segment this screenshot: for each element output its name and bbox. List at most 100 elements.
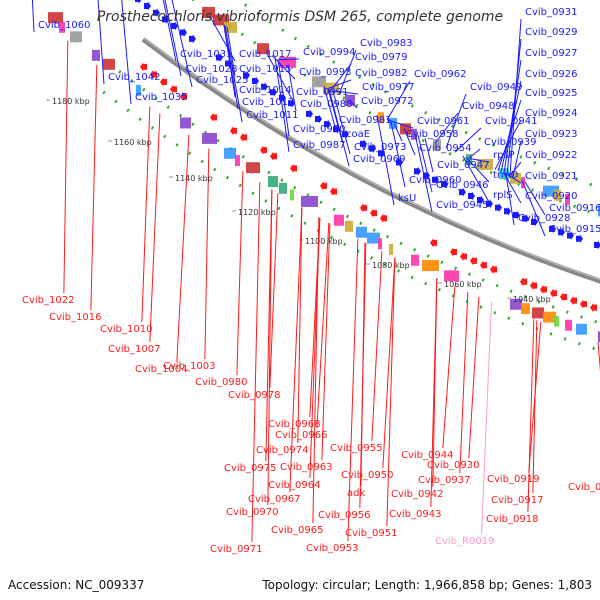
forward-gene-arrow xyxy=(549,224,556,234)
forward-gene-arrow xyxy=(135,0,142,4)
reverse-gene-arrow xyxy=(170,84,177,94)
gene-label-forward: Cvib_0962 xyxy=(414,69,466,80)
reverse-gene-arrow xyxy=(240,132,247,142)
gene-label-reverse: Cvib_0911 xyxy=(568,482,600,493)
gene-leader-line xyxy=(442,286,456,449)
gene-label-forward: Cvib_0954 xyxy=(419,143,471,154)
forward-gene-arrow xyxy=(189,34,196,44)
gene-leader-line xyxy=(162,0,177,62)
label-text-layer: 1180 kbp 1160 kbp 1140 kbp 1120 kbp 1100 kbp… xyxy=(22,7,600,555)
cog-block-reverse xyxy=(279,182,287,194)
gene-label-forward: Cvib_0960 xyxy=(409,175,461,186)
gene-label-forward: Cvib_0982 xyxy=(355,68,407,79)
forward-gene-arrow xyxy=(153,8,160,18)
cog-block-reverse xyxy=(345,220,353,232)
cog-block-reverse xyxy=(59,21,65,33)
cog-block-reverse xyxy=(554,315,559,327)
gene-label-forward: Cvib_1025 xyxy=(196,75,248,86)
gene-leader-line xyxy=(503,173,522,204)
gene-leader-line xyxy=(269,193,279,389)
gene-label-reverse: Cvib_1010 xyxy=(100,324,152,335)
scale-label: 1100 kbp xyxy=(305,237,343,246)
cog-block-reverse xyxy=(301,195,318,207)
gene-leader-line xyxy=(481,302,492,535)
reverse-gene-arrow xyxy=(460,252,467,262)
gene-leader-line xyxy=(386,257,396,527)
gene-label-reverse: Cvib_0978 xyxy=(228,390,280,401)
reverse-gene-arrow xyxy=(520,277,527,287)
cog-block-reverse xyxy=(290,189,294,201)
forward-gene-arrow xyxy=(558,227,565,237)
gene-label-forward: Cvib_1015 xyxy=(239,64,291,75)
forward-gene-arrow xyxy=(144,1,151,11)
gene-leader-line xyxy=(386,119,414,129)
gene-label-forward: Cvib_0994 xyxy=(303,47,355,58)
gene-label-forward: Cvib_0927 xyxy=(525,48,577,59)
cog-block-forward xyxy=(510,172,521,184)
forward-gene-arrow xyxy=(441,179,448,189)
gene-leader-line xyxy=(500,80,522,173)
gene-label-reverse: Cvib_0956 xyxy=(318,510,370,521)
gene-leader-line xyxy=(430,278,438,508)
gene-label-forward: Cvib_0987 xyxy=(293,140,345,151)
gene-leader-line xyxy=(468,158,490,163)
cog-block-reverse xyxy=(235,155,240,167)
reverse-gene-arrow xyxy=(320,181,327,191)
gene-label-reverse: Cvib_0943 xyxy=(389,509,441,520)
reverse-gene-arrow xyxy=(180,91,187,101)
gene-leader-line xyxy=(390,121,406,188)
gene-label-reverse: Cvib_0918 xyxy=(486,514,538,525)
gene-leader-line xyxy=(503,59,522,174)
gene-leader-line xyxy=(90,64,98,311)
gene-label-forward: Cvib_1028 xyxy=(185,64,237,75)
forward-gene-arrow xyxy=(513,210,520,220)
forward-gene-arrow xyxy=(522,214,529,224)
gene-label-forward: Cvib_0947 xyxy=(437,160,489,171)
scale-label: 1120 kbp xyxy=(238,208,276,217)
reverse-gene-arrow xyxy=(210,112,217,122)
gene-leader-line xyxy=(176,134,190,363)
cog-block-reverse xyxy=(565,319,572,331)
gene-leader-line xyxy=(63,40,69,294)
gene-leader-line xyxy=(251,181,261,543)
gene-label-forward: Cvib_0915 xyxy=(549,224,600,235)
reverse-gene-arrow xyxy=(360,203,367,213)
gene-label-reverse: Cvib_0950 xyxy=(341,470,393,481)
gene-label-forward: Cvib_0979 xyxy=(355,52,407,63)
forward-gene-arrow xyxy=(369,144,376,154)
gene-leader-line xyxy=(277,59,290,137)
cog-block-forward xyxy=(433,139,441,151)
cog-block-forward xyxy=(213,14,229,26)
reverse-gene-arrow xyxy=(160,77,167,87)
gene-label-reverse: Cvib_0942 xyxy=(391,489,443,500)
cog-block-reverse xyxy=(510,298,522,310)
reverse-gene-arrow xyxy=(560,292,567,302)
gene-label-reverse: Cvib_0965 xyxy=(271,525,323,536)
forward-gene-arrow xyxy=(531,217,538,227)
gene-label-forward: Cvib_1031 xyxy=(180,49,232,60)
forward-gene-arrow xyxy=(171,21,178,31)
gene-label-forward: Cvib_0990 xyxy=(293,124,345,135)
gene-leader-line xyxy=(347,238,359,542)
gene-label-reverse: Cvib_0980 xyxy=(195,377,247,388)
cog-block-reverse xyxy=(180,117,191,129)
scale-label: 1080 kbp xyxy=(372,261,410,270)
cog-block-reverse xyxy=(202,132,217,144)
gene-leader-line xyxy=(331,90,359,95)
forward-gene-arrow xyxy=(486,199,493,209)
gene-label-reverse: Cvib_0937 xyxy=(418,475,470,486)
forward-gene-arrow xyxy=(567,231,574,241)
gene-leader-line xyxy=(327,79,352,89)
forward-gene-arrow xyxy=(468,191,475,201)
gene-label-reverse: Cvib_0955 xyxy=(330,443,382,454)
gene-leader-line xyxy=(287,65,297,112)
gene-leader-line xyxy=(509,161,522,177)
gene-label-reverse: Cvib_1016 xyxy=(49,312,101,323)
gene-leader-line xyxy=(149,113,161,343)
gene-leader-line xyxy=(497,99,522,171)
gene-label-forward: Cvib_1035 xyxy=(135,92,187,103)
forward-gene-arrow xyxy=(576,234,583,244)
cog-block-reverse xyxy=(48,12,63,24)
forward-gene-arrow xyxy=(243,70,250,80)
gene-label-reverse: Cvib_0975 xyxy=(224,463,276,474)
